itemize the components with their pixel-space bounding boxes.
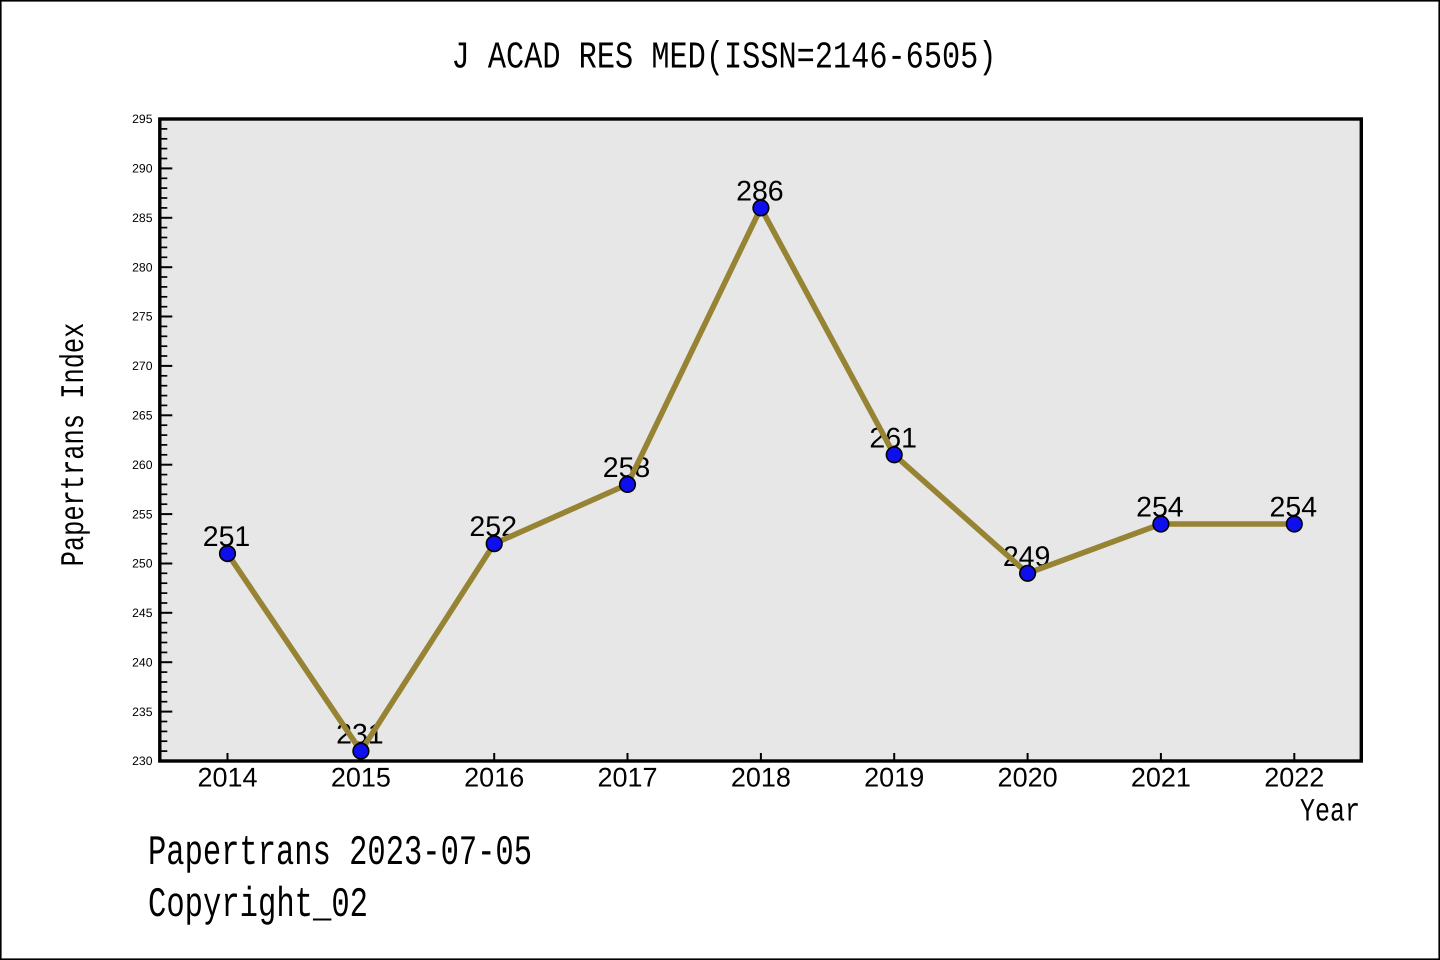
svg-text:2014: 2014 (197, 763, 257, 793)
svg-text:235: 235 (132, 705, 153, 719)
svg-text:J ACAD RES MED(ISSN=2146-6505): J ACAD RES MED(ISSN=2146-6505) (452, 36, 997, 79)
svg-text:Copyright_02: Copyright_02 (148, 882, 368, 930)
svg-text:290: 290 (132, 162, 153, 176)
svg-text:2019: 2019 (864, 763, 924, 793)
svg-text:2020: 2020 (998, 763, 1058, 793)
svg-text:Year: Year (1300, 793, 1360, 831)
svg-text:2018: 2018 (731, 763, 791, 793)
svg-text:245: 245 (132, 606, 153, 620)
svg-text:270: 270 (132, 359, 153, 373)
svg-text:230: 230 (132, 754, 153, 768)
svg-text:2015: 2015 (331, 763, 391, 793)
svg-text:280: 280 (132, 260, 153, 274)
svg-text:260: 260 (132, 458, 153, 472)
svg-text:250: 250 (132, 557, 153, 571)
svg-text:2016: 2016 (464, 763, 524, 793)
svg-text:2017: 2017 (597, 763, 657, 793)
svg-text:2021: 2021 (1131, 763, 1191, 793)
svg-text:255: 255 (132, 507, 153, 521)
svg-text:2022: 2022 (1264, 763, 1324, 793)
svg-text:240: 240 (132, 655, 153, 669)
svg-text:295: 295 (132, 112, 153, 126)
svg-text:285: 285 (132, 211, 153, 225)
svg-text:275: 275 (132, 310, 153, 324)
svg-text:265: 265 (132, 409, 153, 423)
svg-text:Papertrans 2023-07-05: Papertrans 2023-07-05 (148, 830, 532, 878)
svg-text:Papertrans Index: Papertrans Index (56, 323, 94, 567)
